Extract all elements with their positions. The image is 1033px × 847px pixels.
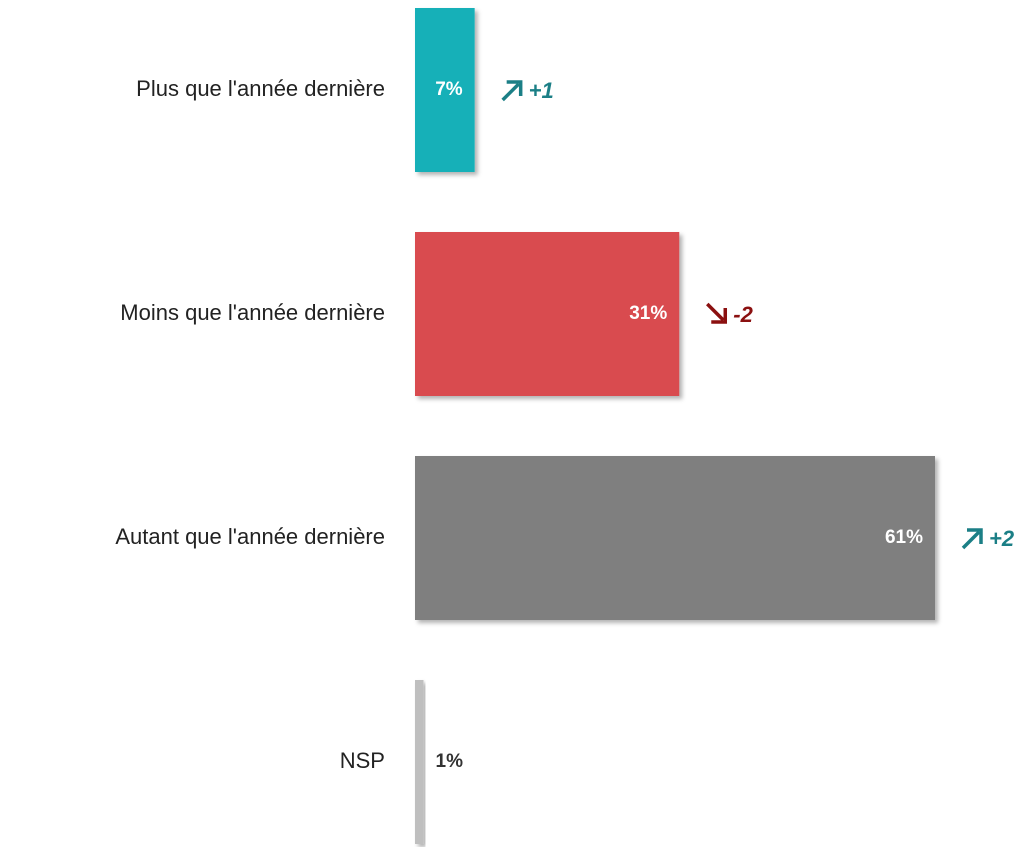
bar	[415, 680, 424, 844]
change-arrow	[961, 528, 983, 550]
category-label: Plus que l'année dernière	[136, 76, 385, 101]
bar	[415, 456, 935, 620]
change-label: +2	[989, 526, 1015, 551]
change-arrow	[501, 80, 523, 102]
value-label: 61%	[885, 527, 923, 548]
change-label: +1	[529, 78, 554, 103]
value-label: 31%	[629, 303, 667, 324]
value-label: 7%	[435, 79, 463, 100]
value-label: 1%	[436, 751, 464, 772]
category-label: Autant que l'année dernière	[115, 524, 385, 549]
bar	[415, 232, 680, 396]
change-label: -2	[733, 302, 753, 327]
category-label: Moins que l'année dernière	[120, 300, 385, 325]
bar	[415, 8, 475, 172]
change-arrow	[706, 302, 728, 324]
category-label: NSP	[340, 748, 385, 773]
